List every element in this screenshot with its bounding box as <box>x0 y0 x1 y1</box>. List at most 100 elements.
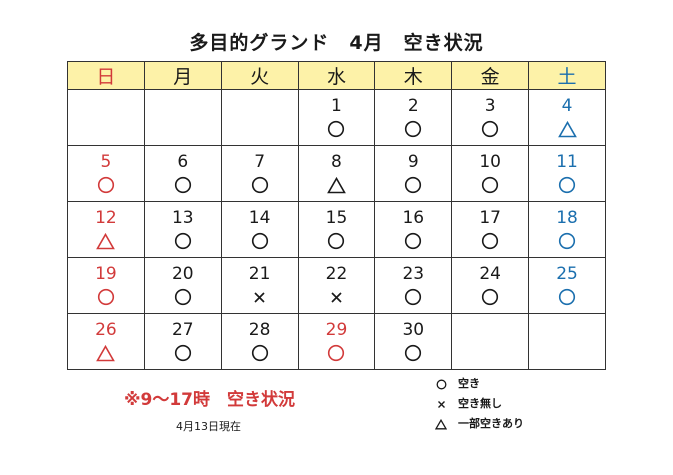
calendar-week-row: 5 6 7 8 9 10 11 <box>67 145 606 202</box>
day-number: 28 <box>248 320 271 340</box>
legend-label: 一部空きあり <box>458 417 524 430</box>
availability-calendar: 日 月 火 水 木 金 土 1 2 3 4 5 6 7 8 9 10 11 12 13 14 15 16 17 1… <box>67 61 606 370</box>
circle-icon <box>375 231 451 251</box>
day-number: 22 <box>325 264 348 284</box>
day-cell-14: 14 <box>220 201 299 258</box>
calendar-week-row: 26 27 28 29 30 <box>67 313 606 370</box>
weekday-header-row: 日 月 火 水 木 金 土 <box>67 61 606 90</box>
circle-icon <box>452 231 528 251</box>
day-cell-16: 16 <box>374 201 453 258</box>
day-number: 16 <box>402 208 425 228</box>
triangle-icon <box>68 343 144 363</box>
circle-icon <box>424 374 458 394</box>
day-cell-22: 22 <box>297 257 376 314</box>
circle-icon <box>299 119 375 139</box>
day-number: 3 <box>484 96 496 116</box>
empty-day-cell <box>143 89 222 146</box>
day-cell-12: 12 <box>67 201 145 258</box>
circle-icon <box>375 175 451 195</box>
legend-item-full: 空き無し <box>424 394 524 414</box>
day-cell-15: 15 <box>297 201 376 258</box>
day-number: 24 <box>479 264 501 284</box>
day-number: 15 <box>325 208 348 228</box>
day-number: 4 <box>561 96 573 116</box>
circle-icon <box>299 343 375 363</box>
day-number: 14 <box>248 208 271 228</box>
day-cell-5: 5 <box>67 145 145 202</box>
day-cell-9: 9 <box>374 145 453 202</box>
circle-icon <box>452 287 528 307</box>
triangle-icon <box>299 175 375 195</box>
day-cell-21: 21 <box>220 257 299 314</box>
day-cell-19: 19 <box>67 257 145 314</box>
circle-icon <box>222 343 298 363</box>
day-number: 11 <box>556 152 578 172</box>
day-cell-17: 17 <box>451 201 530 258</box>
day-number: 12 <box>95 208 117 228</box>
day-cell-7: 7 <box>220 145 299 202</box>
calendar-week-row: 12 13 14 15 16 17 18 <box>67 201 606 258</box>
empty-day-cell <box>220 89 299 146</box>
circle-icon <box>375 287 451 307</box>
day-number: 19 <box>95 264 117 284</box>
empty-day-cell <box>528 313 606 370</box>
day-cell-13: 13 <box>143 201 222 258</box>
triangle-icon <box>424 414 458 434</box>
calendar-week-row: 1 2 3 4 <box>67 89 606 146</box>
day-cell-8: 8 <box>297 145 376 202</box>
circle-icon <box>222 175 298 195</box>
day-number: 9 <box>407 152 419 172</box>
day-number: 18 <box>556 208 578 228</box>
day-number: 23 <box>402 264 425 284</box>
day-number: 2 <box>407 96 419 116</box>
cross-icon <box>222 287 298 307</box>
circle-icon <box>529 231 605 251</box>
day-cell-11: 11 <box>528 145 606 202</box>
empty-day-cell <box>67 89 145 146</box>
calendar-week-row: 19 20 21 22 23 24 25 <box>67 257 606 314</box>
day-cell-30: 30 <box>374 313 453 370</box>
day-number: 5 <box>100 152 112 172</box>
cross-icon <box>299 287 375 307</box>
circle-icon <box>222 231 298 251</box>
day-cell-25: 25 <box>528 257 606 314</box>
circle-icon <box>375 119 451 139</box>
day-number: 21 <box>248 264 271 284</box>
weekday-wednesday: 水 <box>297 61 376 90</box>
circle-icon <box>68 175 144 195</box>
legend-label: 空き無し <box>458 397 502 410</box>
triangle-icon <box>529 119 605 139</box>
day-number: 25 <box>556 264 578 284</box>
day-cell-26: 26 <box>67 313 145 370</box>
day-cell-2: 2 <box>374 89 453 146</box>
day-number: 29 <box>325 320 348 340</box>
day-cell-10: 10 <box>451 145 530 202</box>
legend-item-available: 空き <box>424 374 524 394</box>
circle-icon <box>452 175 528 195</box>
day-cell-24: 24 <box>451 257 530 314</box>
day-cell-20: 20 <box>143 257 222 314</box>
legend-item-partial: 一部空きあり <box>424 414 524 434</box>
day-cell-6: 6 <box>143 145 222 202</box>
weekday-sunday: 日 <box>67 61 145 90</box>
weekday-saturday: 土 <box>528 61 606 90</box>
circle-icon <box>529 287 605 307</box>
hours-note: ※9～17時 空き状況 <box>124 390 296 410</box>
day-number: 8 <box>331 152 342 172</box>
day-number: 20 <box>171 264 194 284</box>
day-cell-27: 27 <box>143 313 222 370</box>
circle-icon <box>145 343 221 363</box>
as-of-date: 4月13日現在 <box>176 420 241 433</box>
day-number: 10 <box>479 152 501 172</box>
circle-icon <box>68 287 144 307</box>
day-number: 13 <box>171 208 194 228</box>
legend: 空き 空き無し 一部空きあり <box>424 374 524 434</box>
day-cell-3: 3 <box>451 89 530 146</box>
circle-icon <box>145 231 221 251</box>
circle-icon <box>145 287 221 307</box>
day-cell-18: 18 <box>528 201 606 258</box>
day-number: 6 <box>177 152 189 172</box>
cross-icon <box>424 394 458 414</box>
circle-icon <box>452 119 528 139</box>
day-cell-1: 1 <box>297 89 376 146</box>
